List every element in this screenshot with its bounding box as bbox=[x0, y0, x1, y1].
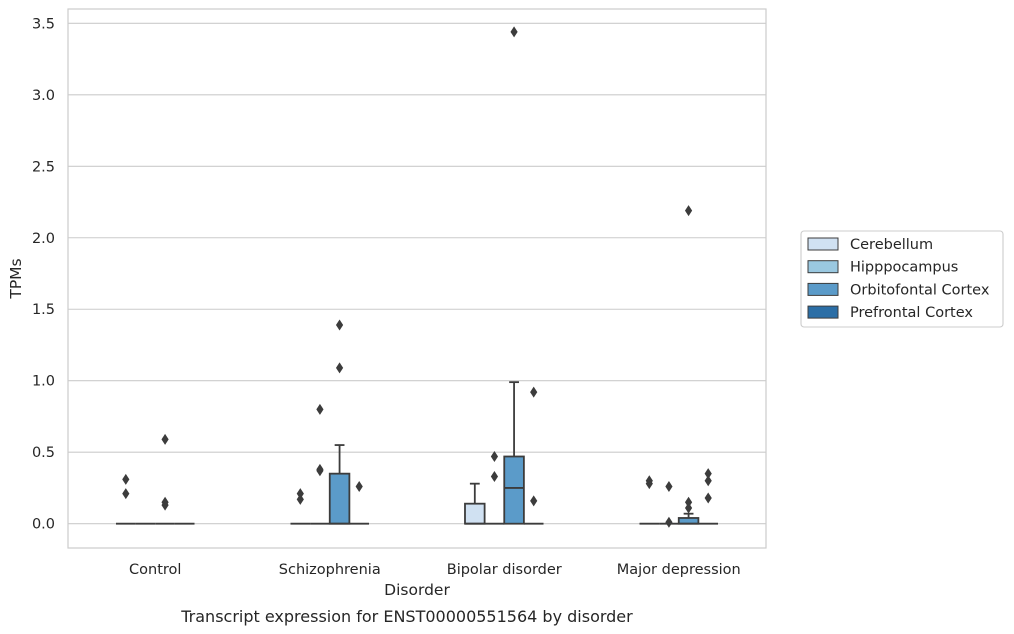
legend-swatch bbox=[807, 260, 839, 274]
outlier-point bbox=[122, 473, 130, 485]
outlier-point bbox=[530, 495, 538, 507]
y-tick-label: 1.5 bbox=[32, 302, 55, 318]
y-tick-label: 0.5 bbox=[32, 445, 55, 461]
box-prefrontal-cortex bbox=[698, 468, 719, 525]
outlier-point bbox=[316, 403, 324, 415]
outlier-point bbox=[684, 205, 693, 217]
box-cerebellum bbox=[115, 473, 136, 525]
legend-label: Orbitofontal Cortex bbox=[850, 282, 990, 298]
legend-swatch bbox=[807, 282, 839, 296]
box-body bbox=[503, 455, 525, 525]
outlier-point bbox=[684, 496, 693, 508]
y-axis-label: TPMs bbox=[7, 258, 25, 299]
outlier-point bbox=[161, 433, 169, 445]
x-axis-label: Disorder bbox=[384, 581, 450, 599]
outlier-point bbox=[665, 481, 673, 493]
outlier-point bbox=[335, 319, 344, 331]
outlier-point bbox=[665, 516, 673, 528]
outlier-point bbox=[122, 488, 130, 500]
outlier-point bbox=[704, 475, 712, 487]
box-prefrontal-cortex bbox=[349, 481, 370, 525]
legend-frame bbox=[800, 230, 1004, 328]
y-tick-label: 0.0 bbox=[32, 517, 55, 533]
y-tick-label: 3.5 bbox=[32, 16, 55, 32]
outlier-point bbox=[530, 386, 538, 398]
outlier-point bbox=[316, 465, 324, 477]
outlier-point bbox=[335, 362, 344, 374]
outlier-point bbox=[296, 488, 304, 500]
outlier-point bbox=[704, 468, 712, 480]
y-tick-labels: 0.0 0.5 1.0 1.5 2.0 2.5 3.0 3.5 bbox=[32, 16, 55, 532]
outlier-point bbox=[161, 499, 169, 511]
x-tick-label: Major depression bbox=[617, 562, 741, 578]
box-cerebellum bbox=[464, 482, 486, 525]
boxes bbox=[115, 26, 719, 528]
outlier-point bbox=[510, 26, 518, 38]
box-orbitofontal-cortex bbox=[677, 205, 700, 525]
box-orbitofontal-cortex bbox=[328, 319, 351, 525]
x-tick-label: Schizophrenia bbox=[279, 562, 381, 578]
legend-label: Prefrontal Cortex bbox=[850, 305, 973, 321]
box-hipppocampus bbox=[310, 403, 330, 525]
gridlines bbox=[68, 22, 766, 525]
box-orbitofontal-cortex bbox=[155, 433, 175, 525]
outlier-point bbox=[704, 492, 712, 504]
box-hipppocampus bbox=[659, 481, 679, 528]
outlier-point bbox=[684, 502, 693, 514]
box-orbitofontal-cortex bbox=[503, 26, 525, 525]
y-tick-label: 2.5 bbox=[32, 159, 55, 175]
box-body bbox=[464, 502, 486, 525]
y-tick-label: 2.0 bbox=[32, 231, 55, 247]
legend-swatch bbox=[807, 237, 839, 251]
legend-swatch bbox=[807, 305, 839, 319]
x-tick-label: Control bbox=[129, 562, 181, 578]
box-hipppocampus bbox=[484, 450, 505, 525]
box-cerebellum bbox=[290, 488, 311, 525]
outlier-point bbox=[490, 471, 499, 483]
plot-frame bbox=[67, 8, 767, 549]
x-tick-label: Bipolar disorder bbox=[447, 562, 562, 578]
box-prefrontal-cortex bbox=[523, 386, 544, 525]
y-tick-label: 1.0 bbox=[32, 374, 55, 390]
legend-label: Cerebellum bbox=[850, 237, 933, 253]
outlier-point bbox=[490, 450, 499, 462]
outlier-point bbox=[645, 478, 653, 490]
x-tick-labels: Control Schizophrenia Bipolar disorder Majo… bbox=[129, 562, 741, 578]
box-body bbox=[328, 472, 351, 525]
legend: Cerebellum Hipppocampus Orbitofontal Corte… bbox=[800, 230, 1004, 328]
y-tick-label: 3.0 bbox=[32, 88, 55, 104]
outlier-point bbox=[296, 493, 304, 505]
legend-label: Hipppocampus bbox=[850, 260, 958, 276]
box-cerebellum bbox=[639, 475, 660, 525]
chart-caption: Transcript expression for ENST0000055156… bbox=[180, 607, 633, 626]
outlier-point bbox=[355, 481, 363, 493]
